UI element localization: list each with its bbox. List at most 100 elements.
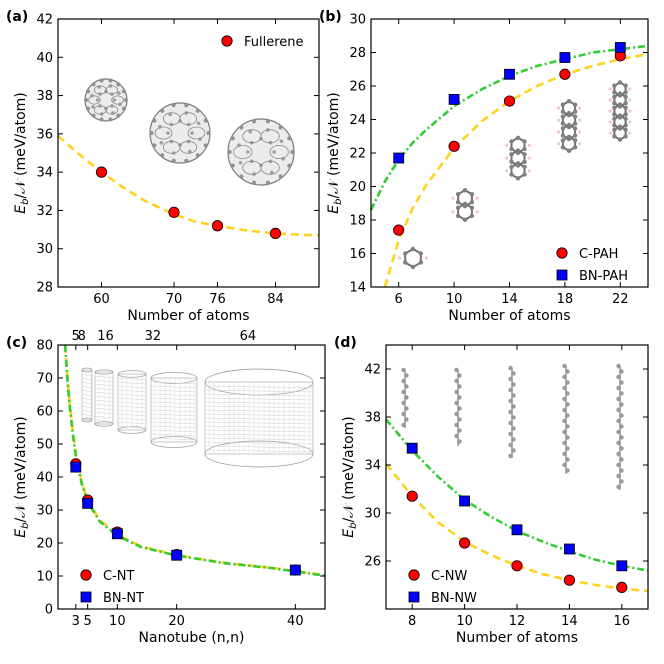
atom — [616, 484, 621, 490]
h-atom — [424, 256, 429, 260]
marker-bn-nt — [111, 528, 123, 540]
y-tick-label: 34 — [364, 459, 381, 474]
h-atom — [527, 156, 531, 160]
atom — [509, 159, 514, 164]
lattice-line — [150, 381, 198, 385]
atom — [562, 385, 567, 391]
atom — [196, 121, 201, 126]
y-label-main: E — [341, 529, 357, 538]
panel-label: (a) — [6, 9, 28, 25]
structure-images — [401, 363, 624, 490]
atom — [265, 119, 270, 124]
lattice-line — [150, 425, 198, 429]
h-atom — [451, 196, 455, 200]
y-tick-label: 22 — [349, 147, 366, 162]
atom — [227, 150, 232, 154]
atom — [619, 435, 624, 440]
atom — [612, 127, 617, 132]
y-tick-label: 36 — [36, 127, 53, 142]
legend-marker — [80, 591, 92, 603]
structure-images — [84, 78, 295, 186]
y-tick-label: 20 — [36, 537, 53, 552]
atom — [454, 367, 459, 373]
panel-d: 8 10 12 14 16 26 30 34 38 42 Number of atoms Eb/𝒩 (… — [334, 335, 649, 646]
h-atom — [556, 130, 561, 134]
marker-c-nw — [458, 537, 471, 549]
y-tick-label: 30 — [36, 242, 53, 257]
marker-bn-pah — [559, 52, 571, 63]
h-atom — [451, 210, 455, 214]
atom — [248, 129, 253, 134]
ring — [179, 112, 198, 126]
atom — [562, 374, 567, 380]
atom — [418, 251, 423, 256]
atom — [619, 457, 624, 462]
fit-curve-0 — [63, 344, 326, 577]
atom — [509, 152, 514, 157]
atom — [116, 113, 121, 118]
atom — [612, 116, 617, 122]
atom — [619, 369, 624, 374]
legend: C-NT BN-NT — [80, 569, 144, 606]
h-atom — [608, 120, 612, 124]
atom — [171, 158, 176, 163]
atom — [508, 442, 513, 448]
h-atom — [475, 210, 479, 214]
atom — [454, 378, 459, 384]
atom — [623, 112, 628, 117]
atom — [457, 406, 462, 411]
atom — [562, 363, 567, 369]
h-atom — [577, 106, 582, 110]
marker-bn-nt — [289, 564, 301, 576]
atom — [612, 101, 617, 106]
y-label-sub: b — [348, 523, 359, 529]
lattice-line — [81, 381, 93, 385]
y-tick-label: 20 — [349, 180, 366, 195]
atom — [469, 200, 475, 205]
atom — [190, 131, 194, 135]
fit-curve-0 — [383, 52, 649, 288]
atom — [287, 163, 292, 168]
legend-label: BN-PAH — [579, 269, 628, 284]
atom — [619, 479, 624, 484]
atom — [99, 117, 104, 122]
lattice-line — [150, 417, 198, 421]
marker-c-pah — [559, 68, 571, 80]
x-axis-label: Nanotube (n,n) — [139, 630, 245, 646]
h-atom — [608, 131, 612, 135]
atom — [454, 389, 459, 395]
x-tick-label: 70 — [166, 292, 183, 307]
atom — [508, 398, 513, 404]
cage-outline — [149, 102, 211, 164]
atom — [171, 103, 176, 108]
atom — [565, 391, 570, 396]
x-tick-label: 16 — [614, 614, 631, 629]
lattice-line — [81, 405, 93, 409]
atom — [560, 109, 566, 114]
x-tick-label: 12 — [509, 614, 526, 629]
atom — [515, 176, 521, 181]
x-axis-label: Number of atoms — [127, 308, 249, 324]
atom — [469, 205, 475, 210]
h-atom — [628, 131, 632, 135]
marker-bn-nw — [511, 524, 523, 536]
atom — [572, 121, 578, 126]
x-tick-label: 60 — [93, 292, 110, 307]
atom — [123, 98, 128, 102]
atom — [617, 80, 623, 85]
atom — [108, 117, 113, 122]
atom — [457, 428, 462, 433]
x-tick-label: 10 — [109, 614, 126, 629]
atom — [509, 172, 514, 177]
atom — [560, 126, 566, 131]
atom — [522, 159, 527, 164]
legend: C-PAH BN-PAH — [556, 247, 628, 284]
h-atom — [505, 169, 509, 173]
atom — [195, 108, 200, 113]
atom — [509, 139, 514, 144]
panel-a: 60 70 76 84 28 30 32 34 36 38 40 42 Number of atoms E… — [6, 9, 320, 324]
y-tick-label: 26 — [364, 555, 381, 570]
atom — [457, 439, 462, 444]
atom — [401, 400, 406, 406]
legend: C-NW BN-NW — [408, 569, 477, 606]
